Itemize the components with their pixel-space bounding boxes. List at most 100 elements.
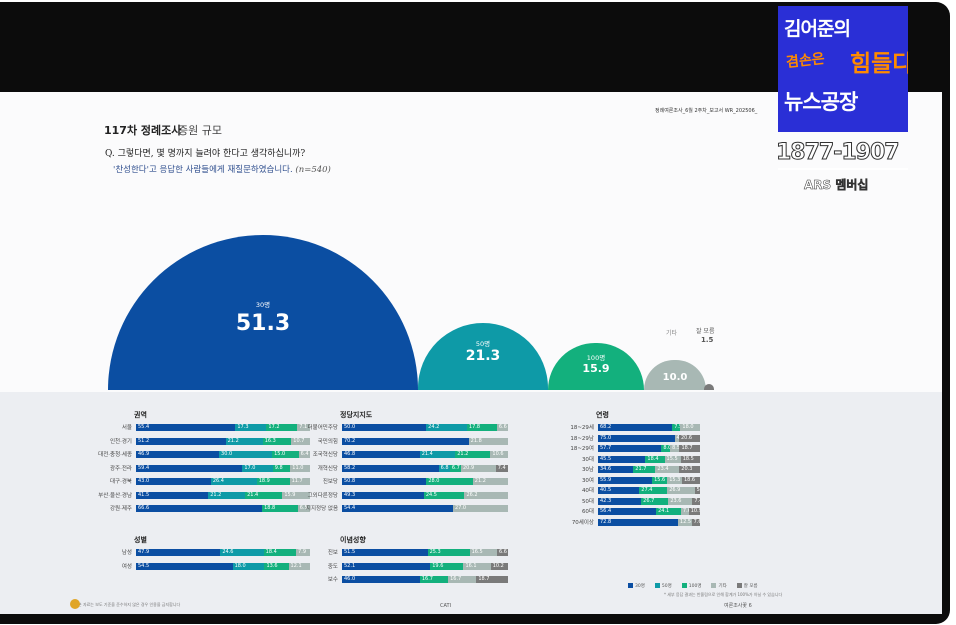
stacked-bar: 43.0 26.4 18.9 11.7 <box>136 478 310 485</box>
bar-segment: 52.1 <box>342 562 431 570</box>
row-label: 50대 <box>581 498 594 505</box>
stacked-bar: 54.5 18.0 13.6 12.1 <box>136 562 310 570</box>
bar-segment: 46.9 <box>136 451 220 458</box>
bar-segment: 41.5 <box>136 491 209 499</box>
row-label: 18~29남 <box>570 435 594 442</box>
row-label: 진보당 <box>322 479 338 485</box>
stacked-bar: 45.5 18.4 15.5 18.5 <box>598 455 700 463</box>
bubble-value: 10.0 <box>662 372 688 383</box>
bar-segment: 8.0 <box>661 445 671 452</box>
bar-segment: 26.7 <box>641 497 669 505</box>
bar-segment: 7.6 <box>680 508 689 515</box>
bar-segment: 59.4 <box>136 464 243 472</box>
sample-size: (n=540) <box>295 165 331 175</box>
bar-segment: 18.5 <box>680 455 700 463</box>
bar-segment: 50.8 <box>342 478 427 485</box>
bar-segment: 15.0 <box>272 451 299 458</box>
section-title-gender: 성별 <box>134 536 147 544</box>
bar-segment: 6.6 <box>496 424 508 431</box>
bubble-unknown <box>704 384 714 390</box>
bar-segment: 21.4 <box>419 451 456 458</box>
bar-segment: 7.9 <box>296 549 310 556</box>
stacked-bar: 46.8 21.4 21.2 10.6 <box>342 451 508 458</box>
bar-segment: 17.8 <box>466 424 497 431</box>
legend-swatch <box>628 583 633 588</box>
bar-segment: 16.5 <box>469 549 497 556</box>
row-label: 광주·전라 <box>110 465 132 472</box>
bar-segment: 54.5 <box>136 562 233 570</box>
bar-segment: 7.5 <box>672 424 681 431</box>
bar-segment: 20.9 <box>461 464 496 472</box>
question-text: Q. 그렇다면, 몇 명까지 늘려야 한다고 생각하십니까? <box>105 149 306 159</box>
bar-segment: 21.2 <box>455 451 491 458</box>
stacked-bar: 56.424.17.610.9 <box>598 508 700 515</box>
bar-segment: 42.3 <box>598 497 642 505</box>
stacked-bar: 75.04.420.6 <box>598 434 700 442</box>
stacked-bar: 47.9 24.6 18.4 7.9 <box>136 549 310 556</box>
bar-segment: 30.0 <box>219 451 273 458</box>
bar-segment: 50.0 <box>342 424 427 431</box>
bar-segment: 16.3 <box>262 437 292 445</box>
footer-left: 본 자료는 보도 기준을 준수하지 않은 경우 인용을 금지합니다 <box>78 602 181 607</box>
bar-segment: 70.2 <box>342 437 469 445</box>
bar-segment: 7.1 <box>297 424 310 431</box>
legend-label: 100명 <box>688 584 702 589</box>
stacked-bar: 59.4 17.0 9.8 11.0 <box>136 464 310 472</box>
logo-line1: 김어준의 <box>784 18 851 40</box>
stacked-bar: 34.6 21.7 23.4 20.3 <box>598 466 700 473</box>
legend-item: 30명 <box>628 583 645 589</box>
row-label: 30남 <box>581 467 594 473</box>
report-slide: 117차 정례조사 증원 규모 정례여론조사_6월 2주차_보고서 WR_202… <box>0 92 942 614</box>
row-label: 30여 <box>581 477 594 484</box>
phone-number: 1877-1907 <box>776 140 901 166</box>
stacked-bar: 42.326.723.67.4 <box>598 497 700 505</box>
bar-segment: 18.6 <box>681 476 700 484</box>
stacked-bar: 46.9 30.0 15.0 6.4 <box>136 451 310 458</box>
footer-note: * 세부 응답 결과는 반올림으로 인해 합계가 100%가 아닐 수 있습니다 <box>664 592 783 597</box>
bar-segment: 15.3 <box>667 476 682 484</box>
row-label: 서울 <box>121 425 132 431</box>
ars-membership: ARS 멤버십 <box>804 178 869 193</box>
bar-segment: 51.2 <box>136 437 226 445</box>
bar-segment: 54.4 <box>342 505 453 512</box>
bar-segment: 25.3 <box>427 549 470 556</box>
bar-segment: 46.0 <box>342 576 420 583</box>
row-label: 18~29여 <box>570 446 594 452</box>
stacked-bar: 40.527.426.95.2 <box>598 487 700 494</box>
bar-segment: 8.5 <box>670 445 680 452</box>
legend-label: 잘 모름 <box>743 584 758 589</box>
stacked-bar: 52.1 19.6 16.1 10.2 <box>342 562 508 570</box>
bar-segment: 27.4 <box>639 487 668 494</box>
row-label: 조국혁신당 <box>312 452 338 458</box>
bar-segment: 24.6 <box>220 549 264 556</box>
bar-segment: 15.9 <box>282 491 310 499</box>
bar-segment: 17.2 <box>266 424 298 431</box>
stacked-bar: 50.8 28.0 21.2 <box>342 478 508 485</box>
row-label: 개혁신당 <box>317 465 338 472</box>
row-label: 지지정당 없음 <box>305 506 338 512</box>
bar-segment: 23.6 <box>668 497 693 505</box>
bar-segment: 21.2 <box>208 491 246 499</box>
bar-segment: 6.7 <box>449 464 461 472</box>
doc-code: 정례여론조사_6월 2주차_보고서 WR_202506_ <box>655 108 758 114</box>
bar-segment: 26.9 <box>667 487 695 494</box>
stacked-bar: 58.2 6.8 6.7 20.9 7.4 <box>342 464 508 472</box>
stacked-bar: 54.4 27.0 <box>342 505 508 512</box>
bar-segment: 15.5 <box>664 455 681 463</box>
bubble-label: 100명 <box>586 354 606 362</box>
row-label: 인천·경기 <box>110 438 132 445</box>
bar-segment: 10.6 <box>490 451 508 458</box>
bar-segment: 21.4 <box>245 491 283 499</box>
row-label: 강원·제주 <box>110 506 132 512</box>
stacked-bar: 70.2 21.8 <box>342 437 508 445</box>
legend-item: 기타 <box>711 583 727 589</box>
bar-segment: 49.3 <box>342 491 424 499</box>
bar-segment: 19.6 <box>430 562 464 570</box>
legend-swatch <box>654 583 660 588</box>
section-title-party: 정당지지도 <box>340 411 373 419</box>
footer-right: 여론조사꽃 6 <box>724 603 752 609</box>
subquestion-text: '찬성한다'고 응답한 사람들에게 재질문하였습니다. (n=540) <box>113 163 331 175</box>
bar-segment: 5.2 <box>694 487 700 494</box>
bar-segment: 20.3 <box>679 466 700 473</box>
